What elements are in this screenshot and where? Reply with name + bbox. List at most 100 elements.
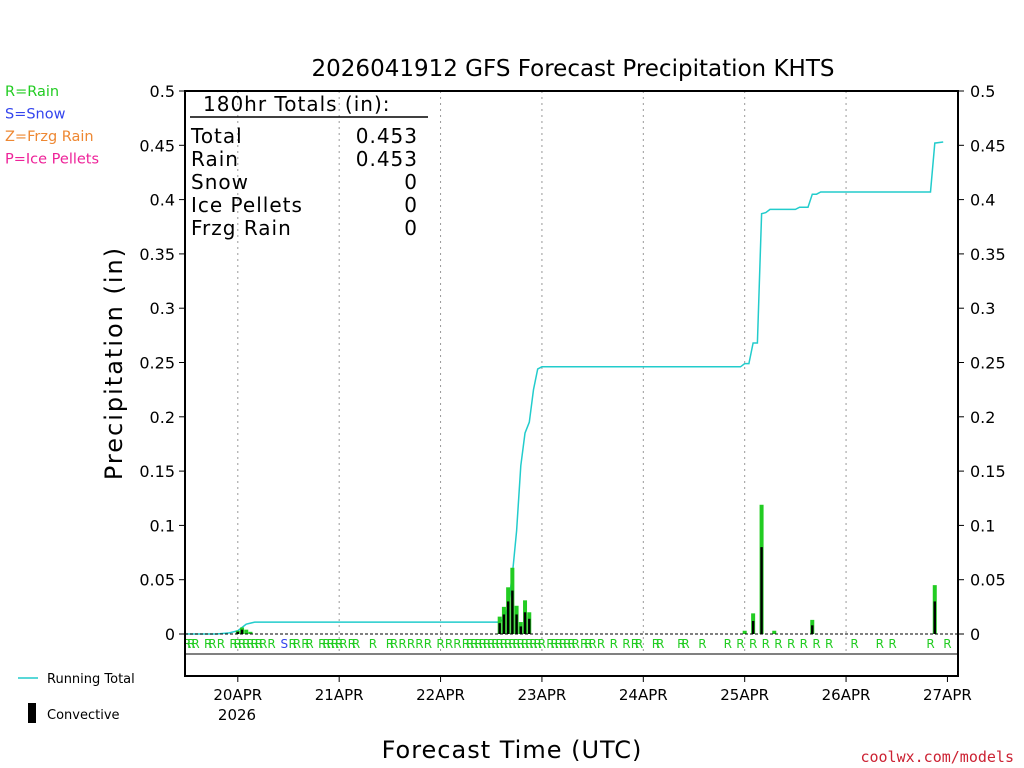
total-precip-bar-12: [742, 630, 747, 634]
y-tick-label-left-0: 0: [165, 625, 175, 644]
ptype-marker-82: R: [787, 637, 795, 651]
ptype-marker-63: R: [572, 637, 580, 651]
ptype-marker-67: R: [597, 637, 605, 651]
x-tick-label-6: 26APR: [822, 686, 871, 704]
ptype-marker-26: R: [348, 637, 356, 651]
ptype-marker-2: R: [191, 637, 199, 651]
x-axis-label: Forecast Time (UTC): [382, 736, 643, 764]
x-tick-label-2: 22APR: [416, 686, 465, 704]
totals-value-3: 0: [404, 193, 418, 217]
ptype-legend-item-2: Z=Frzg Rain: [5, 129, 94, 145]
ptype-marker-5: R: [217, 637, 225, 651]
ptype-marker-21: R: [322, 637, 330, 651]
running-total-series: [185, 141, 944, 635]
ptype-marker-85: R: [825, 637, 833, 651]
ptype-marker-43: R: [483, 637, 491, 651]
ptype-marker-57: R: [546, 637, 554, 651]
ptype-marker-50: R: [512, 637, 520, 651]
ptype-marker-11: R: [251, 637, 259, 651]
ptype-marker-79: R: [749, 637, 757, 651]
ptype-marker-19: R: [305, 637, 313, 651]
ptype-marker-45: R: [491, 637, 499, 651]
y-tick-label-right-1: 0.05: [970, 571, 1006, 590]
y-tick-label-right-2: 0.1: [970, 516, 995, 535]
grid-lines: [237, 91, 847, 654]
ptype-marker-36: R: [445, 637, 453, 651]
running-total-line: [185, 141, 944, 635]
convective-bar-10: [751, 620, 755, 634]
ptype-marker-59: R: [555, 637, 563, 651]
ptype-marker-73: R: [656, 637, 664, 651]
ptype-marker-75: R: [681, 637, 689, 651]
ptype-marker-41: R: [474, 637, 482, 651]
ptype-marker-70: R: [631, 637, 639, 651]
ptype-marker-42: R: [479, 637, 487, 651]
ptype-marker-39: R: [466, 637, 474, 651]
ptype-marker-38: R: [462, 637, 470, 651]
ptype-marker-1: R: [187, 637, 195, 651]
convective-bar-11: [760, 547, 763, 634]
ptype-marker-58: R: [550, 637, 558, 651]
convective-bar-13: [933, 601, 936, 634]
ptype-marker-65: R: [584, 637, 592, 651]
x-tick-label-1: 21APR: [315, 686, 364, 704]
ptype-marker-29: R: [386, 637, 394, 651]
x-tick-label-0: 20APR: [213, 686, 262, 704]
ptype-marker-16: R: [289, 637, 297, 651]
ptype-marker-4: R: [208, 637, 216, 651]
ptype-marker-76: R: [698, 637, 706, 651]
ptype-marker-20: R: [318, 637, 326, 651]
x-tick-label-3: 23APR: [518, 686, 567, 704]
ptype-legend-item-3: P=Ice Pellets: [5, 152, 99, 168]
y-tick-label-left-1: 0.05: [139, 571, 175, 590]
ptype-marker-60: R: [559, 637, 567, 651]
x-tick-label-4: 24APR: [619, 686, 668, 704]
convective-bar-2: [498, 623, 501, 634]
ptype-marker-78: R: [736, 637, 744, 651]
convective-legend-label: Convective: [47, 708, 120, 723]
ptype-marker-62: R: [567, 637, 575, 651]
y-tick-label-left-3: 0.15: [139, 462, 175, 481]
x-tick-label-7: 27APR: [923, 686, 972, 704]
y-axis-label: Precipitation (in): [100, 246, 128, 480]
ptype-marker-7: R: [234, 637, 242, 651]
convective-bar-0: [236, 631, 240, 634]
totals-value-0: 0.453: [356, 124, 418, 148]
ptype-marker-15: S: [280, 637, 288, 651]
ptype-marker-30: R: [390, 637, 398, 651]
y-tick-label-left-7: 0.35: [139, 245, 175, 264]
y-tick-label-right-3: 0.15: [970, 462, 1006, 481]
ptype-marker-90: R: [943, 637, 951, 651]
convective-bar-4: [506, 601, 510, 634]
site-credit: coolwx.com/models: [860, 748, 1014, 766]
convective-bar-12: [811, 625, 814, 634]
totals-box: 180hr Totals (in): Total 0.453 Rain 0.453 Sn…: [190, 92, 428, 240]
ptype-marker-31: R: [398, 637, 406, 651]
ptype-marker-64: R: [580, 637, 588, 651]
x-axis-year: 2026: [218, 706, 256, 724]
ptype-marker-68: R: [610, 637, 618, 651]
ptype-marker-88: R: [888, 637, 896, 651]
totals-value-2: 0: [404, 170, 418, 194]
y-tick-label-right-9: 0.45: [970, 136, 1006, 155]
y-tick-label-right-4: 0.2: [970, 408, 995, 427]
convective-bar-7: [519, 626, 523, 634]
ptype-marker-14: R: [267, 637, 275, 651]
y-axis-right: 0 0.05 0.1 0.15 0.2 0.25 0.3 0.35 0.4 0.45 0.5: [958, 82, 1006, 644]
precip-bars: [185, 504, 958, 635]
ptype-marker-84: R: [812, 637, 820, 651]
ptype-marker-34: R: [424, 637, 432, 651]
convective-bar-5: [511, 590, 514, 634]
y-tick-label-left-9: 0.45: [139, 136, 175, 155]
y-tick-label-right-8: 0.4: [970, 191, 995, 210]
plot-frame: [184, 90, 959, 677]
ptype-legend: R=Rain S=Snow Z=Frzg Rain P=Ice Pellets: [5, 84, 99, 168]
convective-bar-3: [502, 614, 506, 634]
ptype-marker-56: R: [538, 637, 546, 651]
ptype-marker-17: R: [293, 637, 301, 651]
ptype-marker-54: R: [529, 637, 537, 651]
y-tick-label-left-5: 0.25: [139, 354, 175, 373]
totals-label-0: Total: [190, 124, 243, 148]
ptype-marker-10: R: [246, 637, 254, 651]
